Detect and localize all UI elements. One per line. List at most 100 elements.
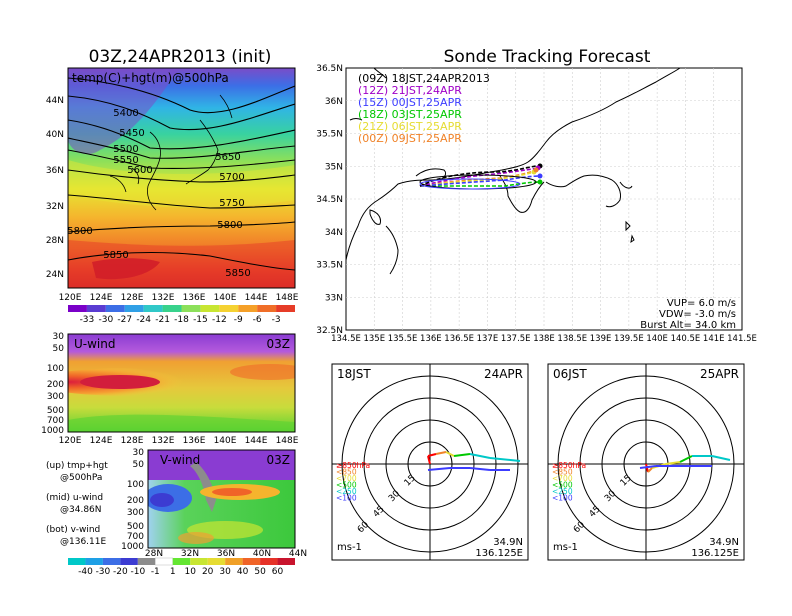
lon-tick-label: 139E (590, 334, 612, 344)
u-wind-time: 03Z (267, 337, 291, 351)
pressure-tick-label: 500 (127, 522, 144, 532)
hodograph-trace-segment (435, 451, 447, 455)
lat-tick-label: 36.5N (316, 64, 343, 74)
colorbar-swatch (190, 558, 208, 565)
colorbar-swatch (200, 305, 220, 312)
lat-tick-label: 24N (46, 270, 64, 280)
hodograph-time: 06JST (553, 367, 587, 381)
colorbar-swatch (86, 305, 106, 312)
hodograph-lon: 136.125E (475, 548, 523, 559)
lat-tick-label: 33N (325, 293, 343, 303)
colorbar-label: 60 (272, 567, 284, 577)
trajectory-endpoints (531, 163, 543, 185)
pressure-tick-label: 30 (53, 332, 65, 342)
colorbar-swatch (238, 305, 258, 312)
v-wind-title: V-wind (160, 453, 200, 467)
contour-label: 5500 (113, 144, 138, 155)
legend-notes: (up) tmp+hgt @500hPa (mid) u-wind @34.86N (b… (46, 461, 108, 547)
hodograph-level-label: <850 (336, 468, 357, 477)
lat-tick-label: 35N (325, 162, 343, 172)
colorbar-swatch (137, 558, 156, 565)
lon-tick-label: 135E (363, 334, 385, 344)
lat-tick-label: 35.5N (316, 130, 343, 140)
u-wind-title: U-wind (74, 337, 115, 351)
contour-label: 5800 (217, 220, 242, 231)
track-legend-entry: (12Z) 21JST,24APR (358, 84, 462, 97)
lon-tick-label: 128E (121, 293, 144, 303)
lat-tick-label: 32N (46, 202, 64, 212)
contour-label: 5650 (215, 152, 240, 163)
hodograph-trace-segment (469, 467, 491, 471)
hodograph-time: 18JST (337, 367, 371, 381)
pressure-tick-label: 1000 (41, 426, 64, 436)
vdw-text: VDW= -3.0 m/s (659, 309, 736, 320)
lat-tick-label: 36N (46, 166, 64, 176)
lon-tick-label: 137E (477, 334, 499, 344)
lat-tick-label: 34.5N (316, 195, 343, 205)
colorbar-swatch (257, 305, 277, 312)
burst-text: Burst Alt= 34.0 km (640, 320, 736, 331)
trajectories (419, 165, 541, 190)
pressure-tick-label: 700 (127, 532, 144, 542)
track-legend-entry: (15Z) 00JST,25APR (358, 96, 462, 109)
lat-tick-label: 32.5N (316, 326, 343, 336)
lon-tick-label: 148E (276, 293, 299, 303)
pressure-tick-label: 200 (127, 496, 144, 506)
hodograph-unit: ms-1 (553, 542, 578, 553)
hodograph-trace-segment (445, 451, 455, 457)
hodograph-lat: 34.9N (493, 537, 523, 548)
lat-tick-label: 40N (253, 549, 271, 559)
contour-label: 5450 (119, 128, 144, 139)
trajectory-09z (419, 165, 537, 187)
lon-tick-label: 144E (245, 436, 268, 446)
track-legend-entry: (21Z) 06JST,25APR (358, 120, 462, 133)
coastline (345, 67, 681, 275)
lat-tick-label: 32N (181, 549, 199, 559)
colorbar-label: -27 (117, 315, 132, 325)
lat-tick-label: 36N (325, 97, 343, 107)
hodograph-level-label: <700 (552, 474, 573, 483)
lat-tick-label: 44N (46, 96, 64, 106)
colorbar-label: -1 (151, 567, 160, 577)
lat-tick-label: 44N (289, 549, 307, 559)
colorbar-swatch (120, 558, 138, 565)
colorbar-label: -10 (130, 567, 145, 577)
hodograph-trace-segment (665, 461, 681, 465)
colorbar-label: -12 (212, 315, 227, 325)
lat-tick-label: 34N (325, 228, 343, 238)
colorbar-swatch (172, 558, 191, 565)
hodograph-level-label: <500 (336, 481, 357, 490)
lon-tick-label: 140.5E (671, 334, 701, 344)
colorbar-swatch (162, 305, 182, 312)
hodograph-lon: 136.125E (691, 548, 739, 559)
hodograph-level-label: <700 (336, 474, 357, 483)
contour-label: 5600 (127, 165, 152, 176)
lon-tick-label: 136.5E (444, 334, 474, 344)
lon-tick-label: 138E (533, 334, 555, 344)
map500-label: temp(C)+hgt(m)@500hPa (72, 71, 229, 85)
colorbar-swatch (181, 305, 201, 312)
contour-label: 5800 (67, 226, 92, 237)
colorbar-label: -33 (80, 315, 95, 325)
colorbar-swatch (105, 305, 125, 312)
hodograph-trace-segment (489, 457, 521, 462)
lat-tick-label: 28N (145, 549, 163, 559)
wind-colorbar: -40 -30 -20 -10 -1 1 10 20 30 40 50 60 (68, 557, 295, 577)
hodograph-date: 25APR (700, 367, 739, 381)
colorbar-label: -30 (98, 315, 113, 325)
lon-tick-label: 141.5E (727, 334, 757, 344)
track-legend-entry: (00Z) 09JST,25APR (358, 132, 462, 145)
lat-tick-label: 40N (46, 130, 64, 140)
contour-label: 5750 (219, 198, 244, 209)
sonde-track-map: (09Z) 18JST,24APR2013(12Z) 21JST,24APR(1… (316, 64, 757, 344)
left-title: 03Z,24APR2013 (init) (89, 47, 272, 67)
lon-tick-label: 124E (90, 293, 113, 303)
colorbar-swatch (225, 558, 243, 565)
hodograph-level-label: <850 (552, 468, 573, 477)
hodograph-trace-segment (427, 467, 451, 471)
colorbar-swatch (124, 305, 144, 312)
lon-tick-label: 128E (121, 436, 144, 446)
colorbar-swatch (85, 558, 103, 565)
